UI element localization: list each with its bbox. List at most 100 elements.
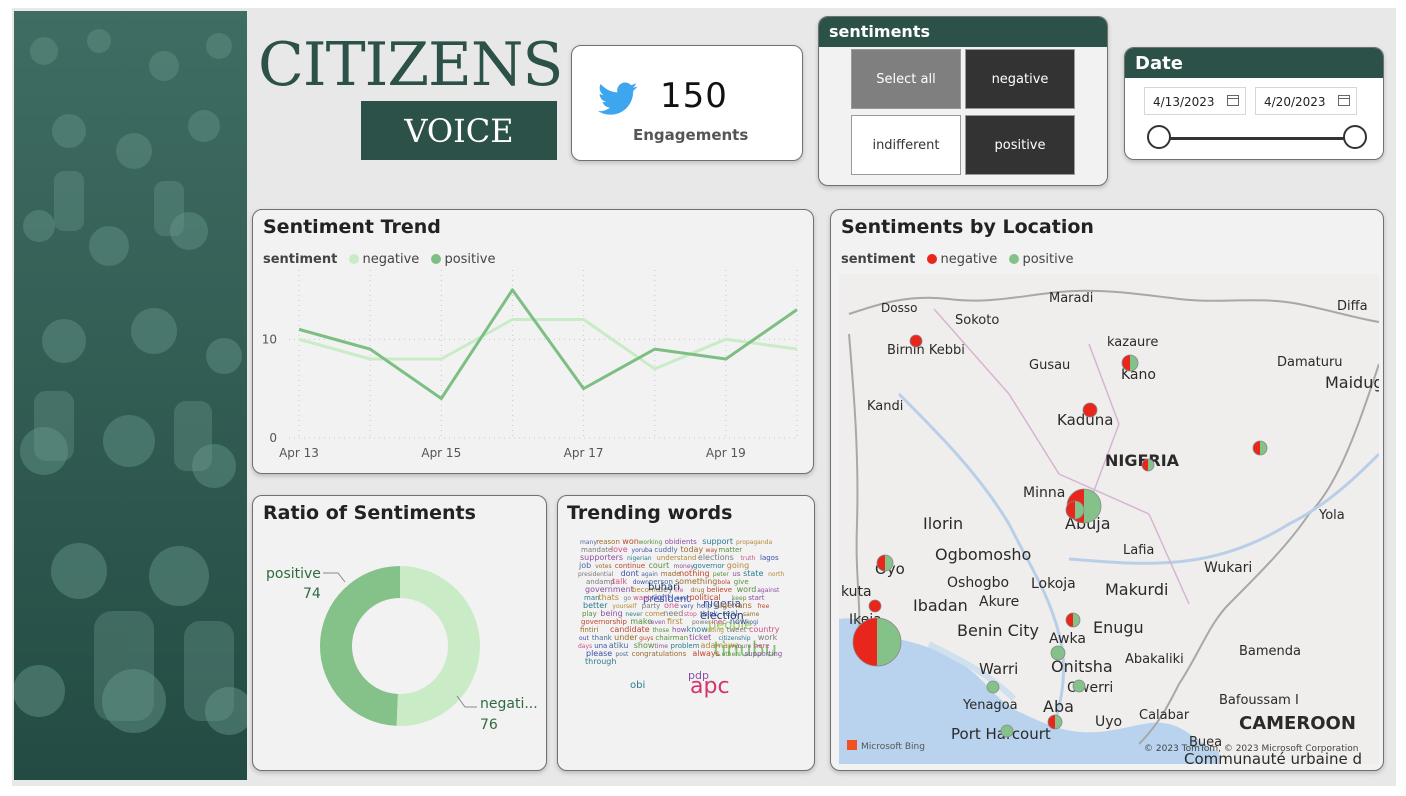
word-go: go [624,595,632,602]
word-love: love [611,545,628,554]
word-candidate: candidate [610,625,650,634]
word-presidential: presidential [578,571,614,578]
word-understand: understand [656,554,696,562]
map-label: CAMEROON [1239,713,1356,734]
legend-negative-marker [349,254,360,264]
location-legend-negative: negative [940,252,998,267]
map-label: Abakaliki [1125,652,1184,667]
word-chairman: chairman [655,634,688,642]
map-label: Awka [1049,631,1086,647]
map-label: Birnin Kebbi [887,343,965,358]
word-made: made [661,570,681,578]
donut-value-positive: 74 [303,586,321,602]
map-bubble-positive [986,680,1000,694]
word-court: court [649,561,670,570]
slicer-option-positive[interactable]: positive [965,115,1075,175]
trend-legend: sentiment negative positive [263,252,495,267]
map-label: Maradi [1049,291,1093,306]
word-post: post [615,651,629,658]
map-label: Bamenda [1239,644,1301,659]
map-label: NIGERIA [1105,451,1180,470]
word-buhari: buhari [648,582,680,593]
word-something: something [675,577,717,586]
slicer-option-negative[interactable]: negative [965,49,1075,109]
word-man: man [584,594,600,602]
word-others: others [722,651,741,658]
donut-leader-negative [456,695,477,708]
donut-value-negative: 76 [480,717,498,733]
map-label: Communauté urbaine d [1184,750,1362,764]
word-know: know [687,625,709,634]
trending-words-panel: Trending words many reason won working obidi… [557,495,815,771]
donut-label-negative: negati... [480,696,538,712]
date-range-end-handle[interactable] [1343,125,1367,149]
map-bubble-outline [876,554,894,572]
map-bubble-negative [868,599,882,613]
word-government: government [585,585,634,594]
word-working: working [639,539,663,546]
word-president: president [643,594,690,605]
map-bubble-positive-half [1073,613,1080,627]
word-problem: problem [671,642,700,650]
map-bubble-positive-half [1260,441,1267,455]
sentiment-trend-chart[interactable]: 0 10 Apr 13 Apr 15 Apr 17 Apr 19 [253,210,813,473]
word-under: under [614,633,638,642]
map-bubble-outline [1141,458,1155,472]
legend-negative-marker [927,254,938,264]
map-bubble-outline [1121,354,1139,372]
map-road [1148,513,1190,605]
word-person: person [649,578,673,586]
end-date-input[interactable]: 4/20/2023 [1255,87,1357,115]
word-youre: youre [734,643,751,650]
word-being: being [600,609,622,618]
date-range-start-handle[interactable] [1147,125,1171,149]
start-date-input[interactable]: 4/13/2023 [1144,87,1246,115]
map-bubble-negative-half [877,555,885,571]
word-free: free [757,603,769,610]
location-legend-title: sentiment [841,252,916,267]
word-andamp: andamp [586,578,615,586]
word-governorship: governorship [581,618,628,626]
word-cuddly: cuddly [654,546,677,554]
engagements-card: 150 Engagements [571,45,803,161]
word-life: life [674,587,683,594]
end-date-value: 4/20/2023 [1264,95,1326,109]
legend-positive-marker [1009,254,1020,264]
word-supporting: supporting [745,650,783,658]
map-label: Buea [1189,735,1222,750]
map-label: Onitsha [1051,657,1113,676]
word-down: down [633,579,649,586]
word-keep: keep [732,595,747,602]
date-slicer-title: Date [1125,48,1383,78]
sentiment-map[interactable]: Dosso Maradi Diffa Sokoto Birnin Kebbi kazaur… [839,274,1379,764]
ratio-donut-chart[interactable]: positive 74 negati... 76 [253,496,546,770]
map-bubble-negative-half [1066,501,1075,519]
word-una: una [594,642,607,650]
word-never: never [625,611,643,618]
map-label: Calabar [1139,708,1190,723]
word-first: first [667,617,683,626]
word-obidients: obidients [665,538,698,546]
word-reason: reason [596,538,620,546]
map-coastline [927,641,1017,702]
word-many: many [580,539,597,546]
slicer-option-indifferent[interactable]: indifferent [851,115,961,175]
word-cloud[interactable]: many reason won working obidients support prop… [558,496,814,770]
map-bubble-outline [1252,440,1268,456]
x-tick-label: Apr 19 [706,446,746,460]
word-thank: thank [592,634,613,642]
word-always: always [692,649,719,658]
map-road [1008,393,1060,475]
word-again: again [641,571,658,578]
word-kogi: kogi [746,619,759,626]
twitter-icon [598,82,638,115]
word-atiku: atiku [609,641,629,650]
word-tinubu: tinubu [713,637,777,661]
map-bubble-positive-half [1130,355,1138,371]
calendar-icon[interactable] [1338,95,1350,106]
trend-legend-positive: positive [444,252,496,267]
calendar-icon[interactable] [1227,95,1239,106]
map-label: Oshogbo [947,575,1009,591]
word-state: state [743,569,763,578]
slicer-option-select-all[interactable]: Select all [851,49,961,109]
